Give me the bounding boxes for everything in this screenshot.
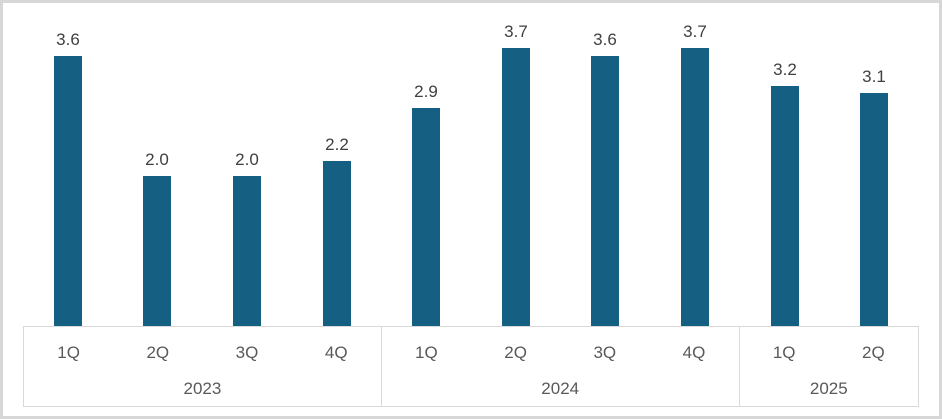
axis-quarter-label: 1Q: [415, 343, 438, 362]
plot-area: 3.6 2.0 2.0 2.2 2.9 3.7 3.6 3.7 3.2 3.1: [23, 3, 919, 326]
bar-2024-2Q: [502, 48, 530, 326]
bar-2023-3Q: [233, 176, 261, 326]
axis-quarter-label: 3Q: [235, 343, 259, 362]
axis-quarter-label: 2Q: [504, 343, 527, 362]
bar-value-label: 2.2: [325, 135, 349, 154]
axis-quarter-label: 4Q: [324, 343, 348, 362]
axis-quarter-label: 2Q: [862, 343, 885, 362]
bar-value-label: 3.1: [862, 67, 886, 86]
axis-group-2025: 1Q 2Q 2025: [740, 327, 918, 406]
axis-year-label: 2025: [809, 379, 848, 398]
bar-value-label: 3.6: [593, 30, 617, 49]
axis-quarter-label: 2Q: [146, 343, 170, 362]
bar-2023-2Q: [143, 176, 171, 326]
bar-value-label: 2.0: [235, 150, 259, 169]
axis-quarter-label: 1Q: [772, 343, 796, 362]
quarter-label-row: 1Q 2Q: [740, 327, 918, 379]
bar-value-label: 2.0: [145, 150, 169, 169]
bar-2024-4Q: [681, 48, 709, 326]
axis-year-label: 2024: [541, 379, 580, 398]
bar-value-label: 3.7: [504, 22, 528, 41]
bar-2024-1Q: [412, 108, 440, 326]
axis-year-label: 2023: [183, 379, 222, 398]
quarter-label-row: 1Q 2Q 3Q 4Q: [382, 327, 739, 379]
bar-value-label: 3.6: [56, 30, 80, 49]
bar-value-label: 3.2: [773, 60, 797, 79]
axis-quarter-label: 4Q: [682, 343, 706, 362]
bar-2025-2Q: [860, 93, 888, 326]
axis-group-2024: 1Q 2Q 3Q 4Q 2024: [382, 327, 740, 406]
bar-value-label: 3.7: [683, 22, 707, 41]
axis-quarter-label: 1Q: [57, 343, 80, 362]
axis-quarter-label: 3Q: [593, 343, 617, 362]
bar-value-label: 2.9: [414, 82, 438, 101]
bar-2024-3Q: [591, 56, 619, 326]
axis-group-2023: 1Q 2Q 3Q 4Q 2023: [24, 327, 382, 406]
bar-2025-1Q: [771, 86, 799, 326]
category-axis: 1Q 2Q 3Q 4Q 2023 1Q 2Q 3Q 4Q 2024 1Q 2Q 2025: [23, 326, 919, 407]
quarter-label-row: 1Q 2Q 3Q 4Q: [24, 327, 381, 379]
bar-2023-4Q: [323, 161, 351, 326]
bar-2023-1Q: [54, 56, 82, 326]
